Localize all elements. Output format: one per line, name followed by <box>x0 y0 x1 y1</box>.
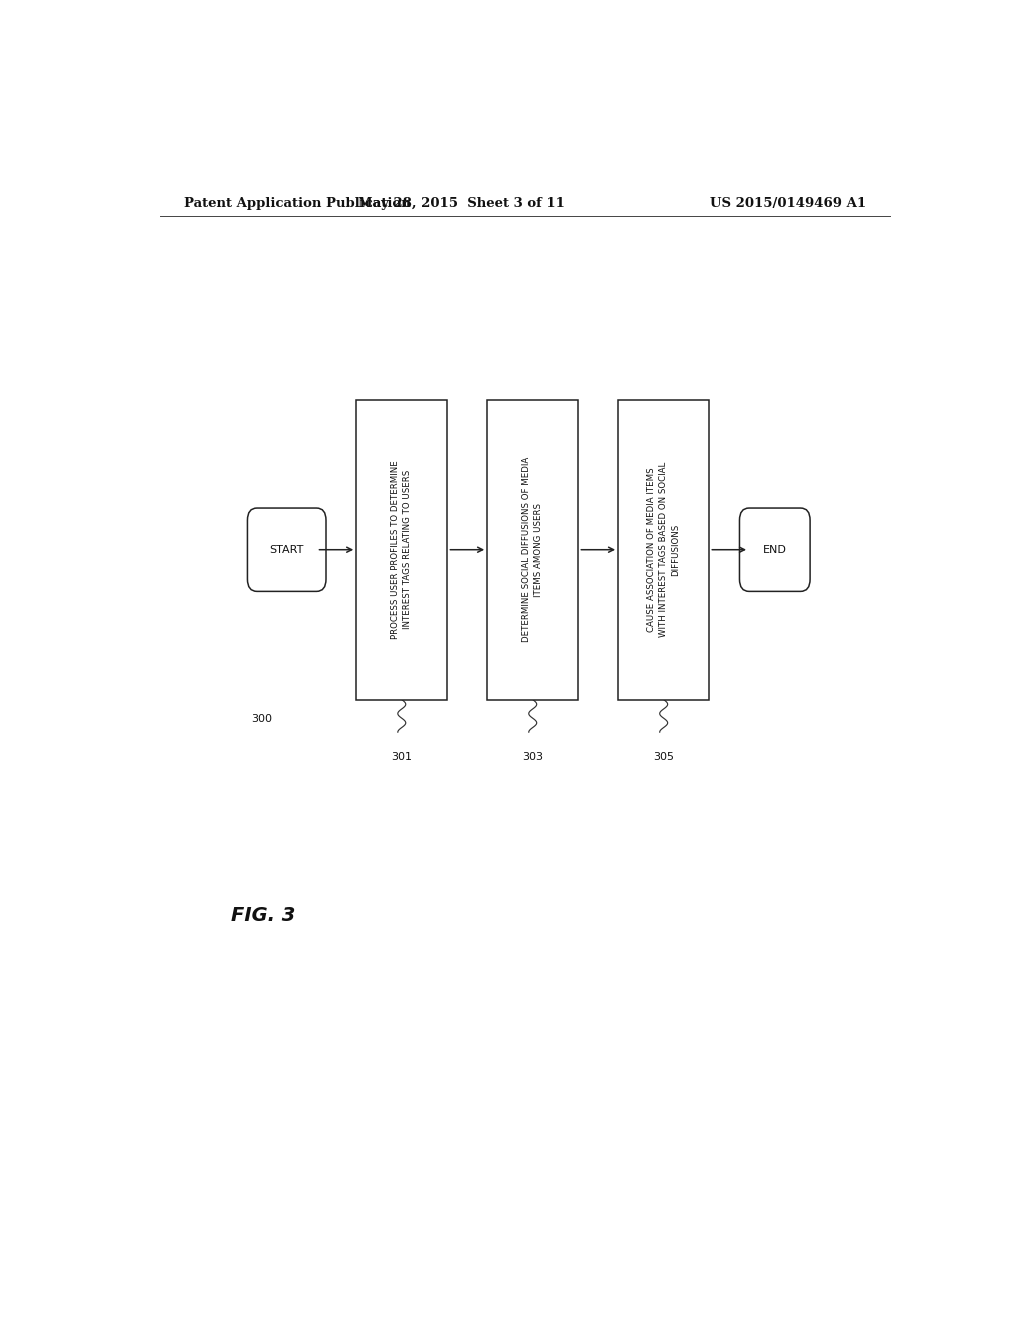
Bar <box>487 400 579 700</box>
FancyBboxPatch shape <box>248 508 326 591</box>
Text: 303: 303 <box>522 752 544 763</box>
Text: US 2015/0149469 A1: US 2015/0149469 A1 <box>710 197 866 210</box>
Text: 301: 301 <box>391 752 413 763</box>
Text: END: END <box>763 545 786 554</box>
Text: PROCESS USER PROFILES TO DETERMINE
INTEREST TAGS RELATING TO USERS: PROCESS USER PROFILES TO DETERMINE INTER… <box>391 461 413 639</box>
Text: May 28, 2015  Sheet 3 of 11: May 28, 2015 Sheet 3 of 11 <box>357 197 565 210</box>
Text: 305: 305 <box>653 752 674 763</box>
Text: START: START <box>269 545 304 554</box>
Bar <box>356 400 447 700</box>
Bar <box>618 400 710 700</box>
Text: CAUSE ASSOCIATION OF MEDIA ITEMS
WITH INTEREST TAGS BASED ON SOCIAL
DIFFUSIONS: CAUSE ASSOCIATION OF MEDIA ITEMS WITH IN… <box>647 462 680 638</box>
Text: Patent Application Publication: Patent Application Publication <box>183 197 411 210</box>
Text: FIG. 3: FIG. 3 <box>231 906 296 925</box>
Text: DETERMINE SOCIAL DIFFUSIONS OF MEDIA
ITEMS AMONG USERS: DETERMINE SOCIAL DIFFUSIONS OF MEDIA ITE… <box>522 457 543 643</box>
FancyBboxPatch shape <box>739 508 810 591</box>
Text: 300: 300 <box>251 714 271 725</box>
